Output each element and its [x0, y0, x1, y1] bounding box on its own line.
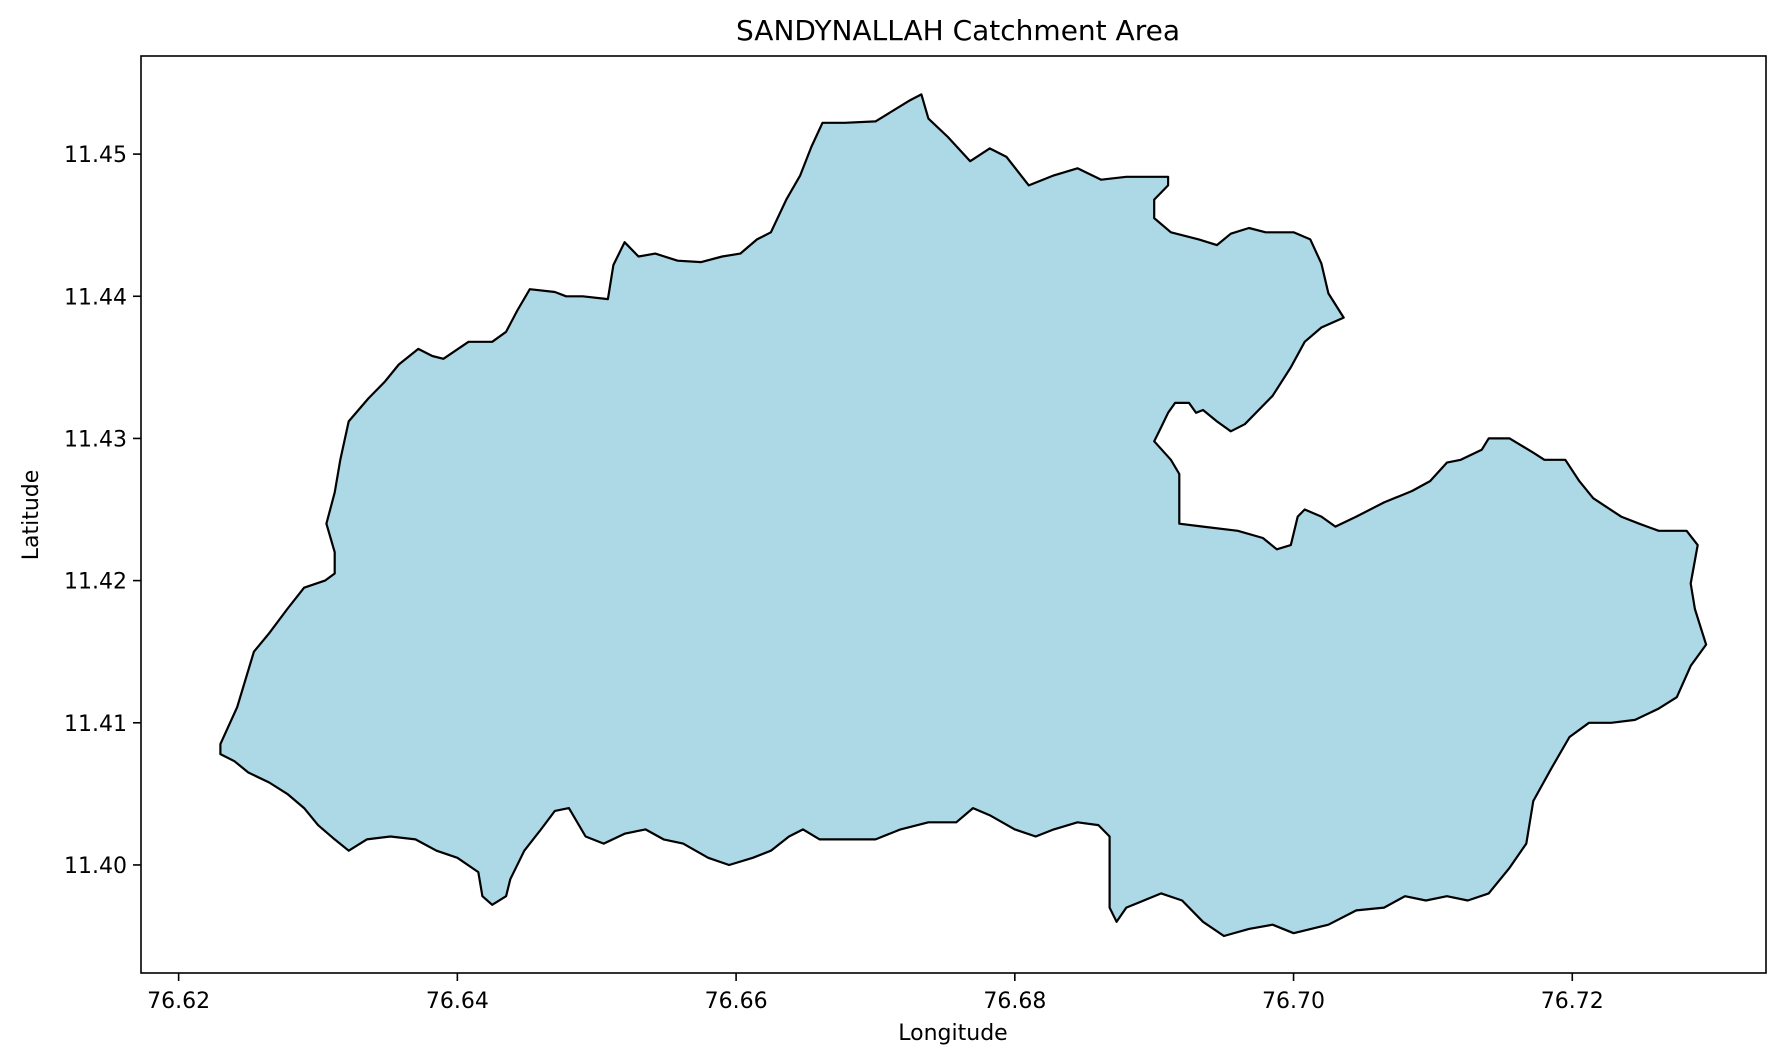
x-tick-label: 76.72	[1541, 989, 1604, 1014]
y-tick-label: 11.44	[64, 285, 127, 310]
catchment-polygon	[219, 93, 1708, 938]
y-axis-label: Latitude	[19, 470, 44, 561]
axes-frame	[140, 55, 1767, 974]
y-tick-label: 11.40	[64, 854, 127, 879]
y-tick-label: 11.42	[64, 570, 127, 595]
y-tick-label: 11.45	[64, 143, 127, 168]
plot-area	[219, 93, 1708, 938]
y-tick-label: 11.41	[64, 712, 127, 737]
x-tick-label: 76.62	[147, 989, 210, 1014]
x-axis-label: Longitude	[898, 1021, 1007, 1046]
y-tick-label: 11.43	[64, 427, 127, 452]
y-axis-ticks: 11.40 11.41 11.42 11.43 11.44 11.45	[64, 143, 141, 879]
chart-title: SANDYNALLAH Catchment Area	[736, 14, 1180, 47]
x-tick-label: 76.64	[426, 989, 489, 1014]
x-tick-label: 76.68	[983, 989, 1046, 1014]
x-tick-label: 76.70	[1262, 989, 1325, 1014]
x-axis-ticks: 76.62 76.64 76.66 76.68 76.70 76.72	[147, 973, 1604, 1014]
x-tick-label: 76.66	[705, 989, 768, 1014]
